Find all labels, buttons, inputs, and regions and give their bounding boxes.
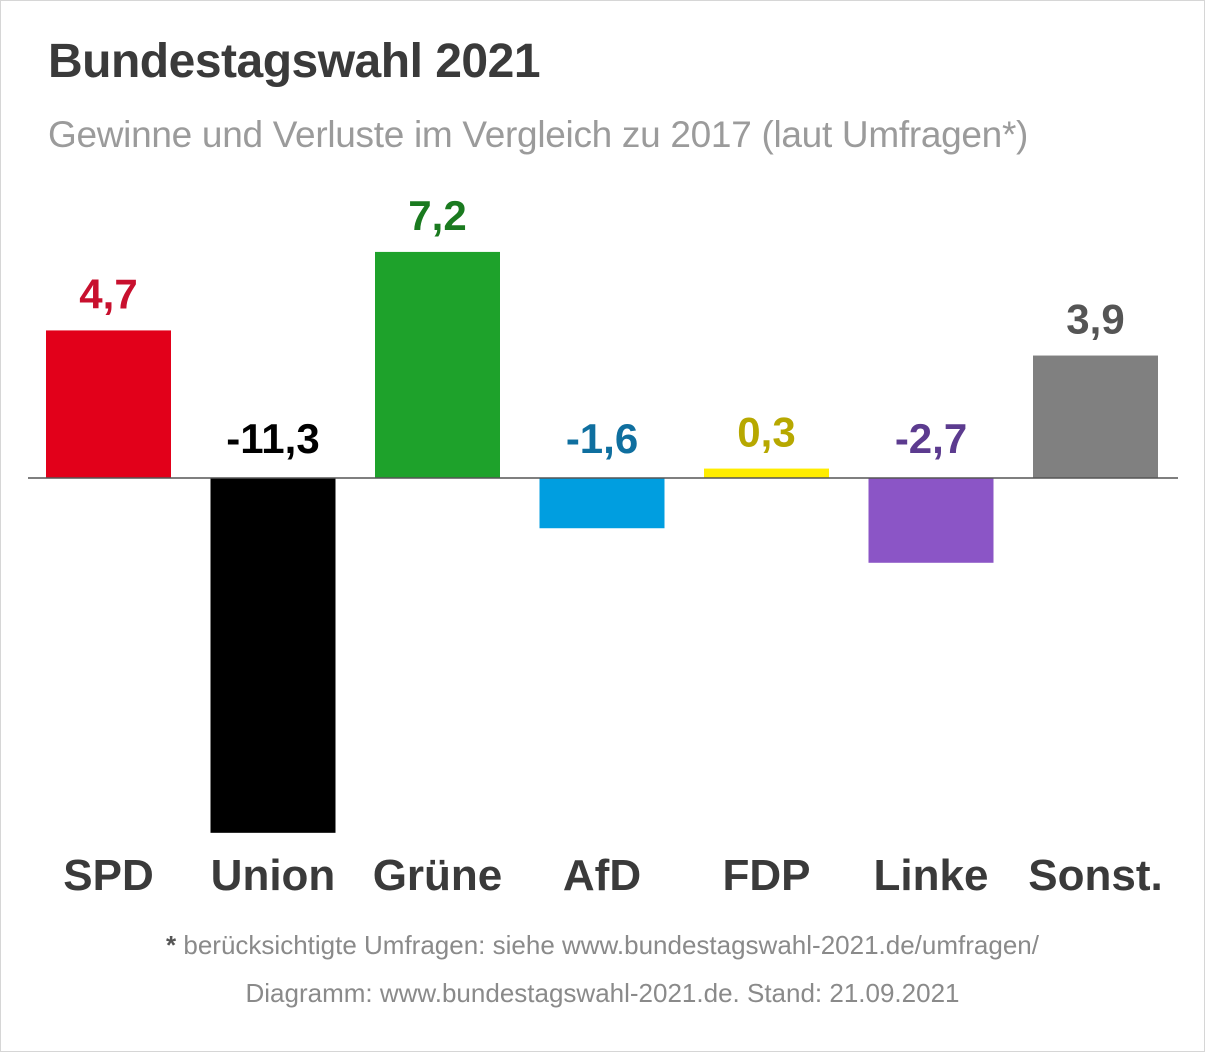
bar-afd bbox=[539, 478, 665, 529]
category-label-afd: AfD bbox=[563, 851, 641, 900]
bar-fdp bbox=[704, 468, 829, 478]
category-label-grne: Grüne bbox=[373, 851, 503, 900]
footnote-sources: * berücksichtigte Umfragen: siehe www.bu… bbox=[0, 930, 1205, 961]
chart-title: Bundestagswahl 2021 bbox=[48, 35, 541, 88]
category-label-union: Union bbox=[211, 851, 336, 900]
category-label-spd: SPD bbox=[63, 851, 153, 900]
value-label-linke: -2,7 bbox=[895, 415, 967, 462]
footnote-sources-text: berücksichtigte Umfragen: siehe www.bund… bbox=[183, 930, 1039, 960]
value-label-grne: 7,2 bbox=[408, 192, 466, 239]
bar-sonst bbox=[1033, 355, 1158, 478]
bar-spd bbox=[46, 330, 171, 478]
footnote-credit: Diagramm: www.bundestagswahl-2021.de. St… bbox=[245, 978, 960, 1008]
chart-subtitle: Gewinne und Verluste im Vergleich zu 201… bbox=[48, 114, 1029, 155]
category-label-fdp: FDP bbox=[723, 851, 811, 900]
category-label-sonst: Sonst. bbox=[1028, 851, 1162, 900]
bar-chart: 4,7 SPD -11,3 Union 7,2 Grüne -1,6 AfD 0,3 FDP -2,… bbox=[28, 192, 1178, 900]
value-label-afd: -1,6 bbox=[566, 415, 638, 462]
value-label-spd: 4,7 bbox=[79, 270, 137, 317]
value-label-union: -11,3 bbox=[226, 415, 319, 462]
bar-linke bbox=[868, 478, 994, 563]
footnote-star: * bbox=[166, 930, 177, 960]
value-label-sonst: 3,9 bbox=[1066, 296, 1124, 343]
value-label-fdp: 0,3 bbox=[737, 409, 795, 456]
category-label-linke: Linke bbox=[874, 851, 989, 900]
bar-grne bbox=[375, 251, 500, 478]
bar-union bbox=[210, 478, 336, 833]
